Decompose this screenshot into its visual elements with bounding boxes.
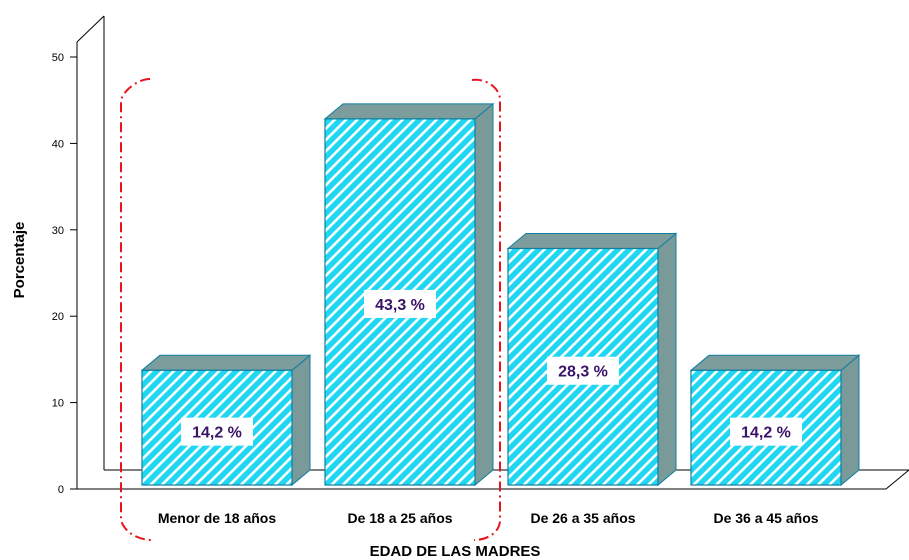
- data-label: 14,2 %: [181, 417, 253, 446]
- data-label-text: 14,2 %: [192, 425, 242, 442]
- bar-side-face: [657, 232, 677, 487]
- data-label: 28,3 %: [547, 356, 619, 385]
- data-label-box: [547, 356, 619, 385]
- y-tick-label: 20: [52, 311, 64, 323]
- data-label: 14,2 %: [730, 417, 802, 446]
- y-ticks: 0 10 20 30 40 50: [52, 52, 77, 496]
- bar-top-face: [506, 232, 678, 249]
- data-label-text: 43,3 %: [375, 297, 425, 314]
- data-label: 43,3 %: [364, 289, 436, 318]
- x-axis-title: EDAD DE LAS MADRES: [370, 543, 541, 560]
- floor-right-edge: [885, 469, 909, 490]
- bar-side-face: [840, 354, 860, 487]
- bar-top-face: [140, 354, 312, 371]
- category-label: De 18 a 25 años: [347, 510, 452, 526]
- data-label-text: 28,3 %: [558, 364, 608, 381]
- y-axis-back: [76, 15, 105, 43]
- category-labels: Menor de 18 años De 18 a 25 años De 26 a 3…: [158, 510, 819, 526]
- y-tick-label: 40: [52, 138, 64, 150]
- bar-top-face: [323, 103, 495, 120]
- y-tick-label: 30: [52, 225, 64, 237]
- data-label-text: 14,2 %: [741, 425, 791, 442]
- bar-top-face: [689, 354, 861, 371]
- data-label-box: [364, 289, 436, 318]
- y-tick-label: 10: [52, 398, 64, 410]
- bars: [140, 102, 861, 487]
- data-label-box: [730, 417, 802, 446]
- category-label: Menor de 18 años: [158, 510, 276, 526]
- y-tick-label: 50: [52, 52, 64, 64]
- category-label: De 26 a 35 años: [530, 510, 635, 526]
- data-label-box: [181, 417, 253, 446]
- bar-side-face: [291, 354, 311, 487]
- highlight-left-bracket: [120, 78, 153, 541]
- highlight-outline: [120, 78, 501, 541]
- y-axis-title: Porcentaje: [11, 222, 28, 299]
- data-labels: 14,2 % 43,3 % 28,3 % 14,2 %: [181, 289, 802, 446]
- highlight-right-bracket: [471, 78, 501, 541]
- y-tick-label: 0: [58, 484, 64, 496]
- bar-side-face: [474, 102, 494, 487]
- category-label: De 36 a 45 años: [713, 510, 818, 526]
